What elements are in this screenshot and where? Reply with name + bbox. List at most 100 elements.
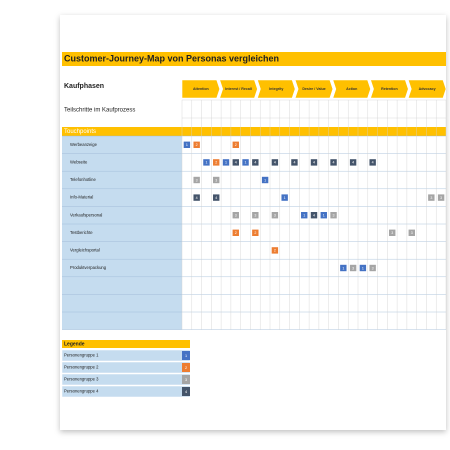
marker-number: 2 [274, 249, 276, 253]
touchpoint-label: Werbeanzeige [70, 142, 98, 147]
marker-number: 1 [225, 161, 227, 165]
marker-number: 1 [245, 161, 247, 165]
marker [437, 194, 445, 201]
phase-arrow [257, 79, 296, 99]
marker-number: 1 [303, 213, 305, 217]
marker-number: 1 [323, 213, 325, 217]
marker [369, 159, 376, 166]
phase-arrow [181, 79, 221, 99]
marker [389, 229, 396, 236]
marker [252, 159, 259, 166]
marker [232, 212, 239, 219]
marker [183, 141, 191, 148]
marker [252, 229, 259, 236]
marker-number: 3 [235, 213, 237, 217]
marker [349, 264, 357, 272]
marker [213, 194, 220, 201]
marker-number: 3 [411, 231, 413, 235]
touchpoints-label: Touchpoints [64, 129, 96, 135]
marker-number: 3 [391, 231, 393, 235]
marker-number: 3 [333, 213, 335, 217]
marker-number: 3 [440, 196, 442, 200]
touchpoint-label: Verkaufspersonal [70, 212, 102, 217]
marker-number: 2 [196, 143, 198, 147]
phase-label: Interest / Recall [225, 87, 252, 91]
legend-swatch [182, 387, 190, 396]
marker [213, 176, 220, 184]
marker [232, 141, 239, 148]
marker-number: 3 [274, 213, 276, 217]
touchpoint-label: Produktverpackung [70, 265, 107, 270]
phase-arrow [407, 79, 447, 99]
legend-number: 1 [185, 354, 187, 358]
marker [242, 159, 249, 166]
legend-swatch [182, 363, 190, 372]
legend-number: 2 [185, 366, 187, 370]
legend-swatch [182, 351, 190, 360]
legend-number: 4 [185, 390, 187, 394]
marker-number: 4 [372, 161, 374, 165]
marker-number: 4 [293, 161, 295, 165]
marker [310, 159, 318, 166]
marker [369, 264, 376, 272]
marker [408, 229, 415, 236]
marker-number: 3 [352, 266, 354, 270]
phase-arrow [332, 79, 371, 99]
marker [232, 159, 239, 166]
legend-title: Legende [64, 341, 85, 347]
marker-number: 4 [333, 161, 335, 165]
marker-number: 4 [313, 213, 315, 217]
marker [428, 194, 435, 201]
phase-label: Action [346, 87, 357, 91]
phase-label: Desire / Value [302, 87, 325, 91]
marker-number: 4 [196, 196, 198, 200]
title-bar [62, 52, 446, 66]
marker [193, 141, 200, 148]
marker-number: 2 [235, 231, 237, 235]
marker-number: 3 [254, 213, 256, 217]
legend-number: 3 [185, 378, 187, 382]
substeps-label: Teilschritte im Kaufprozess [64, 108, 135, 114]
marker [271, 159, 279, 166]
marker [232, 229, 239, 236]
marker [330, 212, 337, 219]
phase-arrow [219, 79, 258, 99]
marker-number: 1 [186, 143, 188, 147]
marker-number: 3 [215, 178, 217, 182]
marker-number: 1 [362, 266, 364, 270]
phase-label: Retention [381, 87, 398, 91]
legend-swatch [182, 375, 190, 384]
marker [359, 264, 367, 272]
marker [310, 212, 318, 219]
phase-label: Advocacy [419, 87, 436, 91]
marker-number: 4 [254, 161, 256, 165]
marker-number: 4 [352, 161, 354, 165]
phase-arrow [294, 79, 334, 99]
touchpoint-label: Testberichte [70, 230, 93, 235]
marker-number: 3 [372, 266, 374, 270]
marker [320, 212, 327, 219]
touchpoint-label: Webseite [70, 160, 88, 165]
legend-bar [62, 340, 190, 348]
marker [203, 159, 210, 166]
phase-arrow [370, 79, 409, 99]
marker [271, 247, 279, 254]
marker-number: 1 [284, 196, 286, 200]
marker [301, 212, 308, 219]
legend-label: Personengruppe 4 [64, 389, 99, 394]
marker [222, 159, 230, 166]
marker [291, 159, 298, 166]
touchpoints-bar [62, 127, 446, 136]
marker [281, 194, 288, 201]
marker [271, 212, 279, 219]
marker [340, 264, 347, 272]
marker-number: 1 [264, 178, 266, 182]
marker [261, 176, 269, 184]
marker [193, 176, 200, 184]
legend-label: Personengruppe 2 [64, 365, 99, 370]
marker [349, 159, 357, 166]
touchpoint-label: Vergleichsportal [70, 248, 100, 253]
marker [330, 159, 337, 166]
